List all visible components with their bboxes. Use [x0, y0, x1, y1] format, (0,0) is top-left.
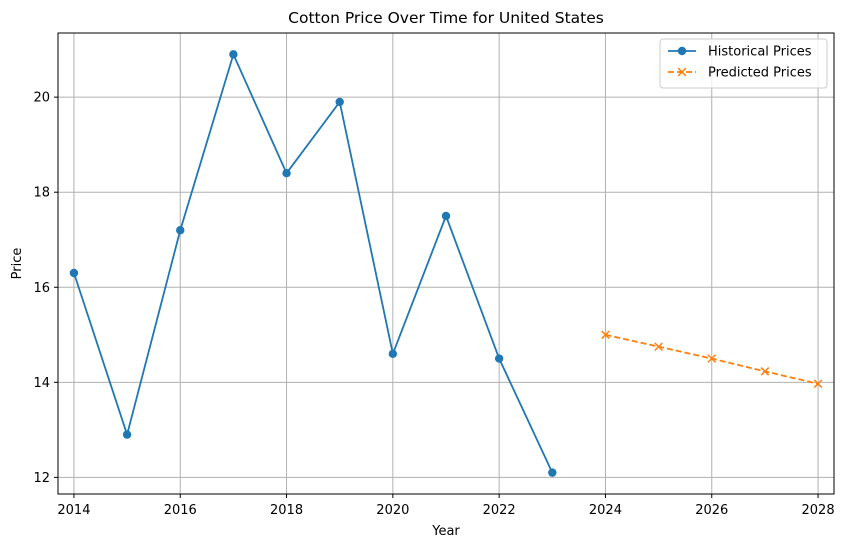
y-tick-label: 12	[33, 471, 50, 486]
x-tick-label: 2016	[164, 503, 197, 518]
x-tick-label: 2024	[589, 503, 622, 518]
legend: Historical Prices Predicted Prices	[659, 38, 828, 89]
series-line-1	[73, 51, 554, 473]
legend-label: Historical Prices	[708, 45, 812, 60]
data-point	[760, 367, 770, 376]
x-tick-label: 2020	[376, 503, 409, 518]
y-axis-label: Price	[10, 248, 25, 280]
legend-marker	[677, 46, 687, 56]
y-tick-label: 16	[33, 281, 50, 296]
data-point	[813, 379, 823, 389]
legend-box	[659, 38, 828, 89]
data-point	[229, 50, 238, 59]
data-point	[335, 97, 344, 107]
data-point	[494, 354, 504, 363]
x-tick-label: 2022	[483, 503, 516, 518]
legend-marker	[677, 67, 687, 77]
data-point	[69, 268, 79, 278]
x-tick-label: 2026	[695, 503, 728, 518]
y-axis-ticks: 12 14 16 18 20	[33, 91, 58, 486]
data-point	[601, 330, 610, 340]
data-point	[654, 342, 663, 352]
x-tick-label: 2014	[57, 503, 90, 518]
data-point	[282, 169, 291, 178]
plot-frame	[57, 32, 835, 495]
legend-label: Predicted Prices	[708, 66, 812, 81]
x-tick-label: 2028	[802, 503, 835, 518]
series-layer	[69, 50, 823, 477]
x-axis-ticks: 2014 2016 2018 2020 2022 2024 2026 2028	[57, 494, 835, 518]
y-tick-label: 18	[33, 186, 50, 201]
x-axis-label: Year	[431, 524, 460, 539]
legend-item: Predicted Prices	[668, 66, 812, 81]
x-tick-label: 2018	[270, 503, 303, 518]
legend-item: Historical Prices	[668, 45, 812, 60]
data-point	[707, 354, 717, 363]
y-tick-label: 20	[33, 91, 50, 106]
y-tick-label: 14	[33, 376, 50, 391]
data-point	[388, 349, 398, 358]
data-point	[176, 226, 185, 235]
data-point	[548, 468, 557, 477]
data-point	[441, 211, 451, 221]
chart-title: Cotton Price Over Time for United States	[288, 9, 604, 27]
data-point	[122, 430, 132, 439]
grid	[58, 33, 834, 494]
